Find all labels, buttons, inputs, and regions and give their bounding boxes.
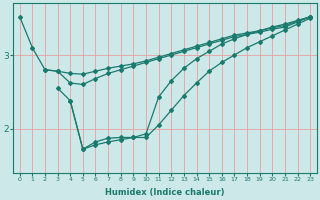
X-axis label: Humidex (Indice chaleur): Humidex (Indice chaleur) [105,188,225,197]
